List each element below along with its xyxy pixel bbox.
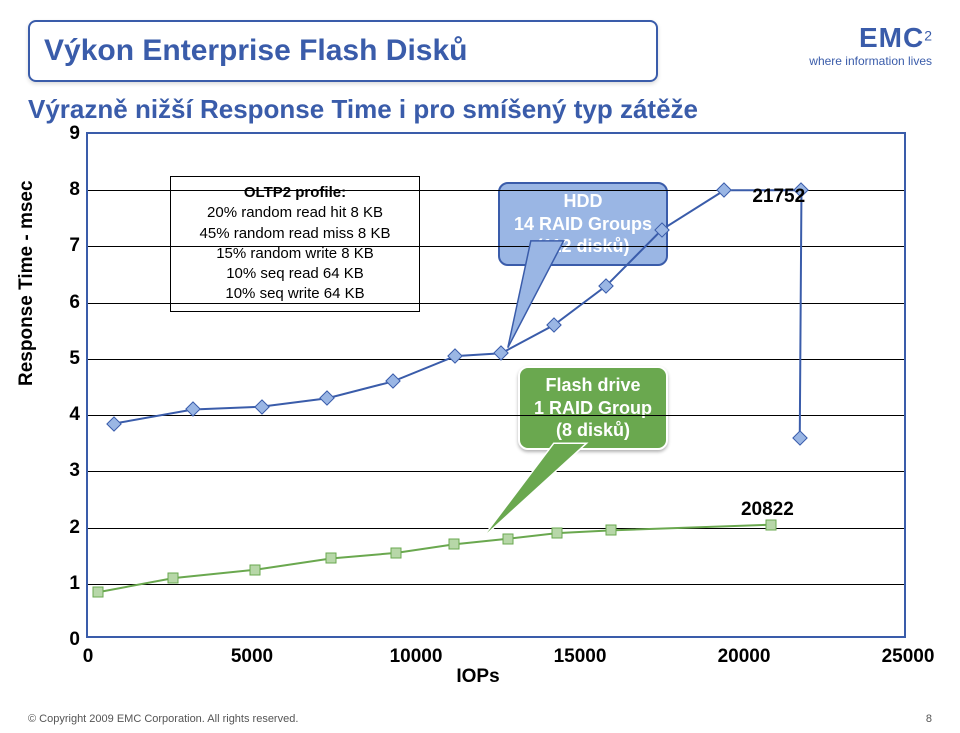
- diamond-marker: [320, 390, 336, 406]
- callout-flash: Flash drive 1 RAID Group (8 disků): [518, 366, 668, 450]
- x-tick-label: 20000: [704, 646, 784, 668]
- diamond-marker: [546, 317, 562, 333]
- footer-text: © Copyright 2009 EMC Corporation. All ri…: [28, 713, 298, 725]
- y-axis-label: Response Time - msec: [16, 180, 38, 386]
- y-tick-label: 2: [52, 517, 80, 539]
- gridline: [88, 528, 904, 529]
- profile-heading: OLTP2 profile:: [179, 183, 411, 203]
- profile-box: OLTP2 profile: 20% random read hit 8 KB …: [170, 176, 420, 312]
- plot-area: OLTP2 profile: 20% random read hit 8 KB …: [86, 132, 906, 638]
- brand-logo: EMC2 where information lives: [809, 22, 932, 68]
- profile-line: 10% seq read 64 KB: [179, 264, 411, 284]
- x-tick-label: 25000: [868, 646, 948, 668]
- y-tick-label: 9: [52, 123, 80, 145]
- subtitle: Výrazně nižší Response Time i pro smíšen…: [28, 94, 698, 125]
- diamond-marker: [717, 182, 733, 198]
- profile-line: 10% seq write 64 KB: [179, 284, 411, 304]
- square-marker: [552, 528, 563, 539]
- y-tick-label: 3: [52, 460, 80, 482]
- y-tick-label: 4: [52, 404, 80, 426]
- x-axis-label: IOPs: [456, 666, 499, 688]
- callout-line: 14 RAID Groups: [514, 213, 652, 236]
- x-tick-label: 15000: [540, 646, 620, 668]
- callout-line: (8 disků): [534, 419, 652, 442]
- callout-hdd: HDD 14 RAID Groups (112 disků): [498, 182, 668, 266]
- diamond-marker: [448, 348, 464, 364]
- gridline: [88, 303, 904, 304]
- square-marker: [765, 519, 776, 530]
- y-tick-label: 7: [52, 235, 80, 257]
- gridline: [88, 415, 904, 416]
- square-marker: [606, 525, 617, 536]
- callout-tail-flash: [482, 443, 587, 539]
- profile-line: 45% random read miss 8 KB: [179, 224, 411, 244]
- brand-name: EMC: [859, 22, 924, 53]
- square-marker: [250, 564, 261, 575]
- diamond-marker: [792, 430, 808, 446]
- diamond-marker: [385, 374, 401, 390]
- callout-line: Flash drive: [534, 374, 652, 397]
- diamond-marker: [254, 399, 270, 415]
- callout-line: HDD: [514, 190, 652, 213]
- x-tick-label: 10000: [376, 646, 456, 668]
- profile-line: 20% random read hit 8 KB: [179, 203, 411, 223]
- square-marker: [325, 553, 336, 564]
- gridline: [88, 584, 904, 585]
- brand-sup: 2: [924, 28, 932, 44]
- y-tick-label: 6: [52, 292, 80, 314]
- x-tick-label: 5000: [212, 646, 292, 668]
- title-text: Výkon Enterprise Flash Disků: [44, 34, 467, 68]
- title-frame: Výkon Enterprise Flash Disků: [28, 20, 658, 82]
- series-end-label: 21752: [752, 186, 805, 208]
- chart: Response Time - msec OLTP2 profile: 20% …: [28, 126, 928, 686]
- series-end-label: 20822: [741, 499, 794, 521]
- gridline: [88, 471, 904, 472]
- gridline: [88, 246, 904, 247]
- y-tick-label: 8: [52, 179, 80, 201]
- series-line-flash: [98, 525, 771, 592]
- diamond-marker: [598, 278, 614, 294]
- page-number: 8: [926, 713, 932, 725]
- square-marker: [502, 533, 513, 544]
- y-tick-label: 1: [52, 573, 80, 595]
- gridline: [88, 359, 904, 360]
- square-marker: [448, 539, 459, 550]
- square-marker: [168, 573, 179, 584]
- square-marker: [391, 547, 402, 558]
- diamond-marker: [106, 416, 122, 432]
- square-marker: [92, 587, 103, 598]
- y-tick-label: 5: [52, 348, 80, 370]
- x-tick-label: 0: [48, 646, 128, 668]
- brand-tagline: where information lives: [809, 54, 932, 68]
